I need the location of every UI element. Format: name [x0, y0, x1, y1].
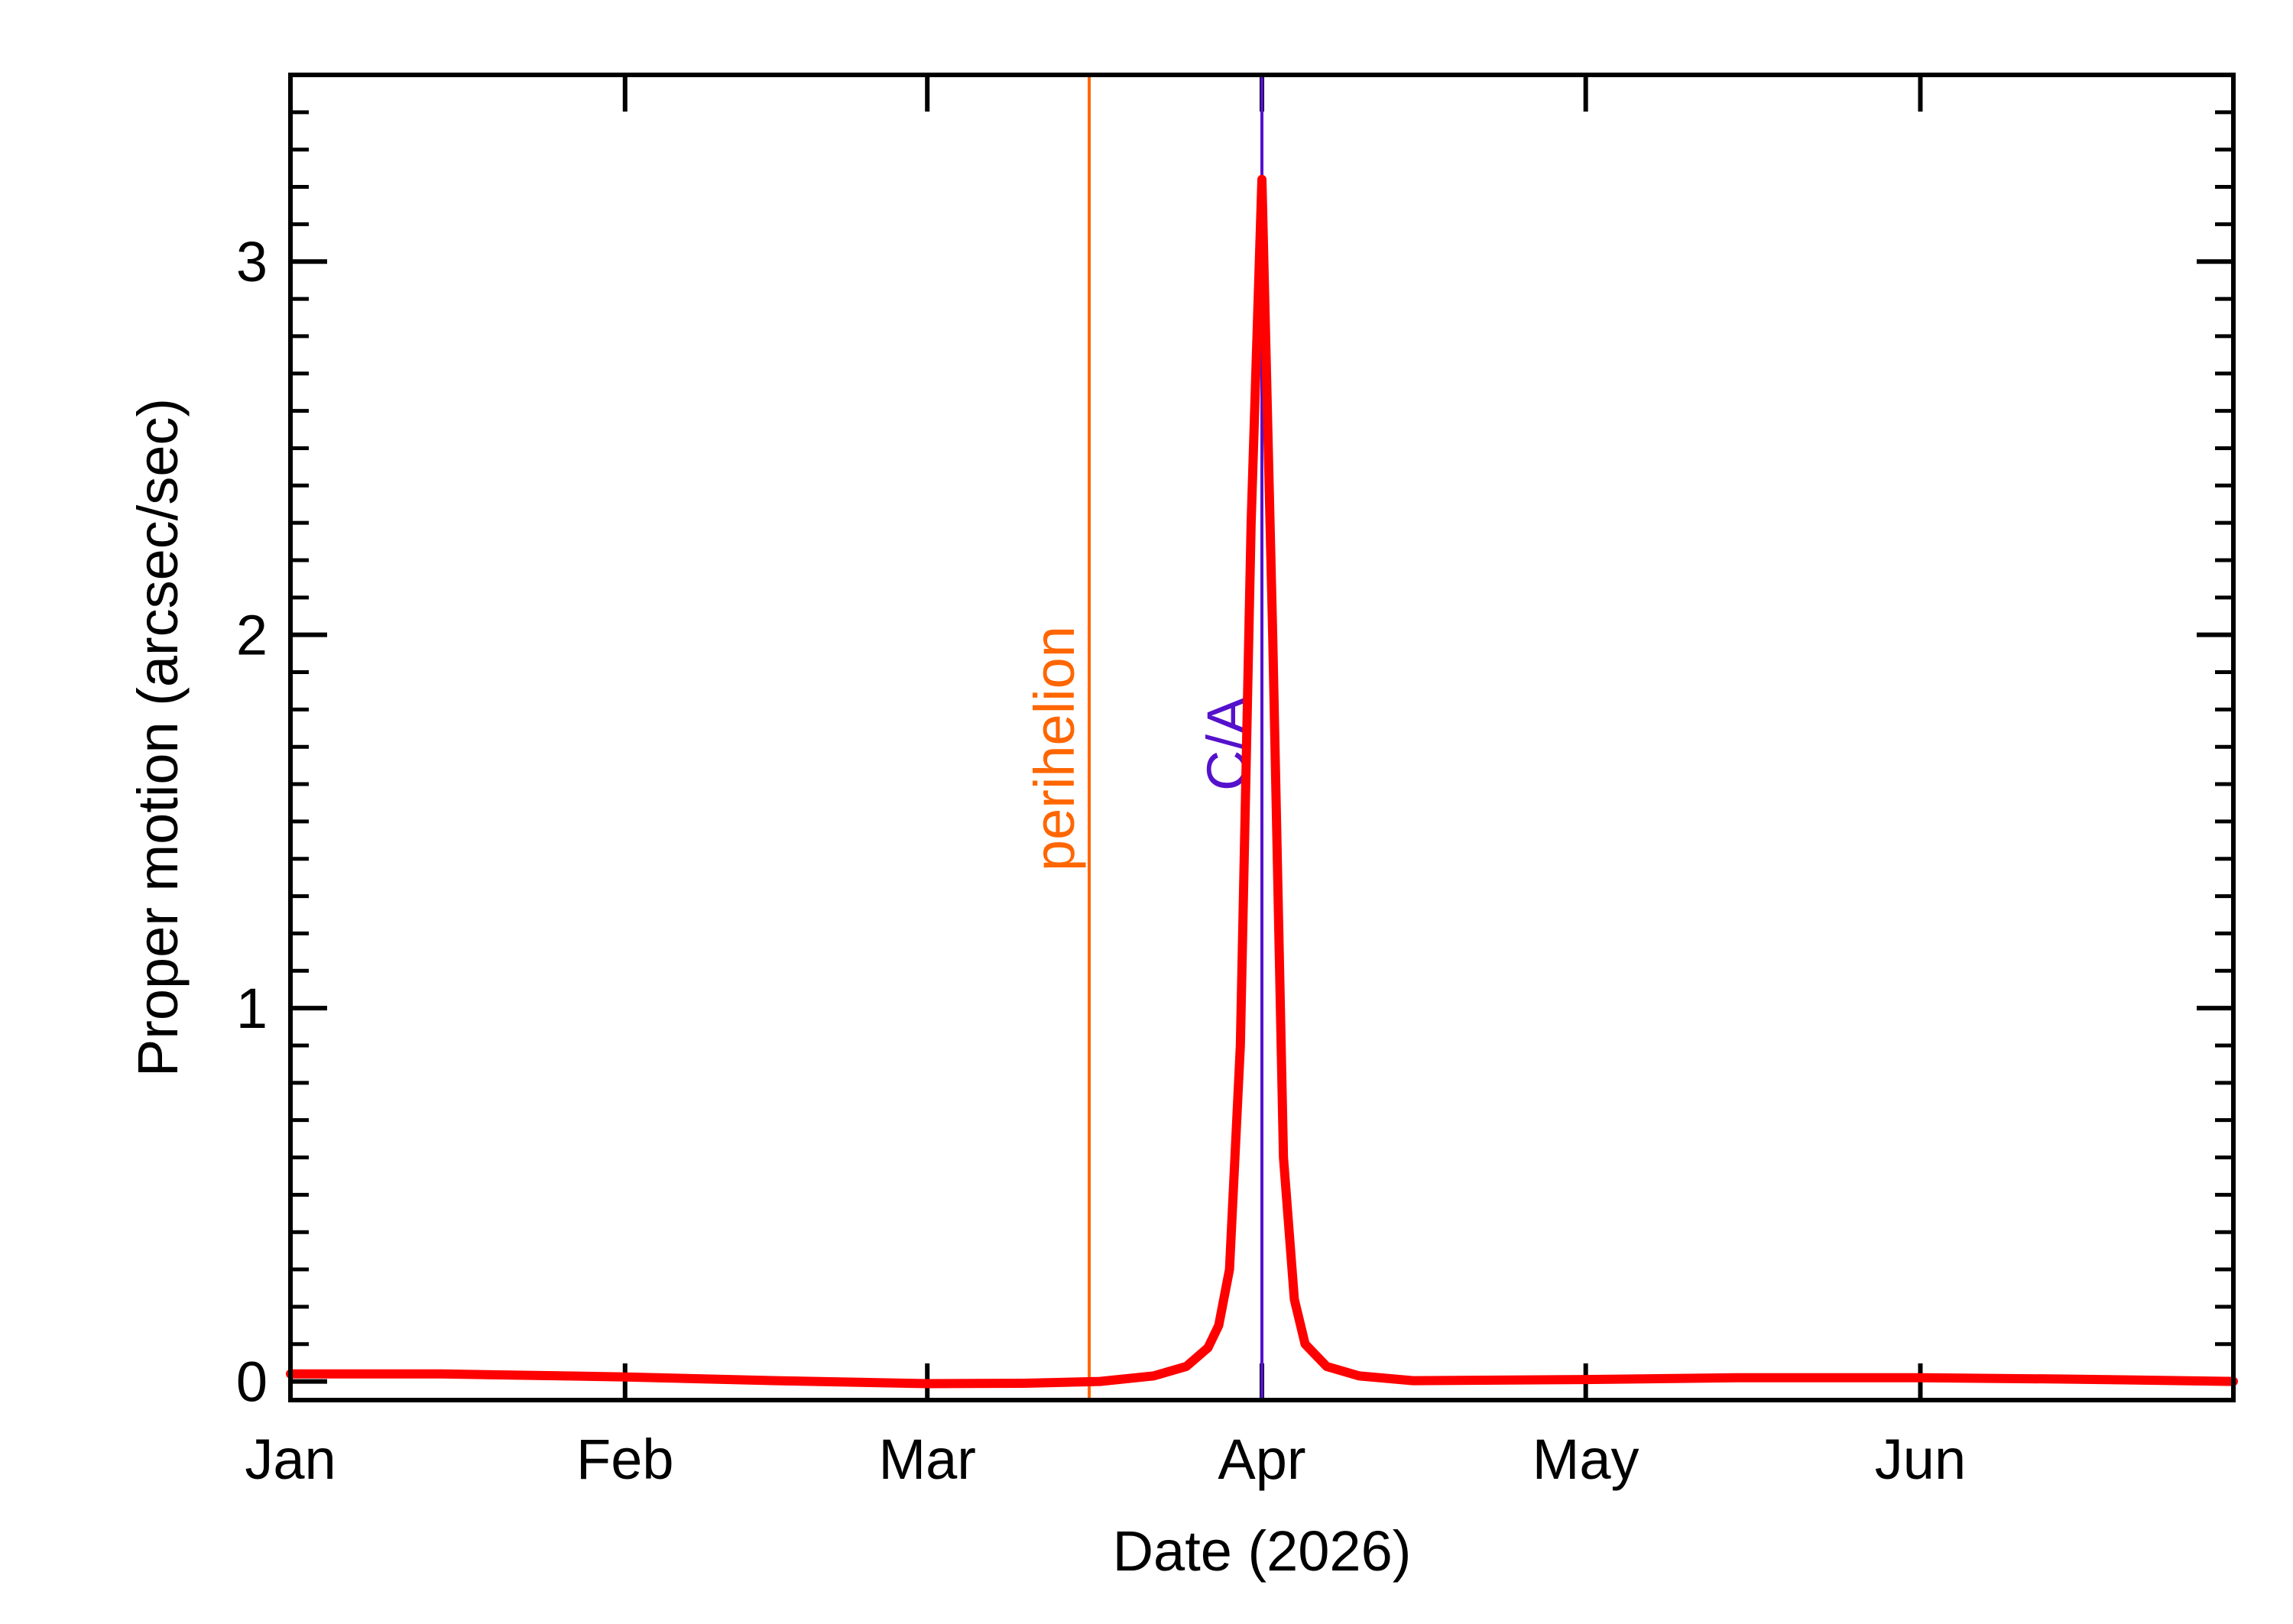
- x-axis-label: Date (2026): [1113, 1519, 1412, 1583]
- y-axis-label: Proper motion (arcsec/sec): [126, 398, 190, 1077]
- y-tick-label: 1: [236, 977, 268, 1040]
- x-tick-label: May: [1532, 1428, 1639, 1491]
- x-tick-label: Mar: [878, 1428, 975, 1491]
- y-tick-label: 2: [236, 604, 268, 667]
- x-tick-label: Apr: [1218, 1428, 1305, 1491]
- x-tick-labels: Jan Feb Mar Apr May Jun: [245, 1428, 1966, 1491]
- marker-label: perihelion: [1023, 626, 1086, 871]
- y-tick-label: 0: [236, 1350, 268, 1414]
- x-tick-label: Jan: [245, 1428, 336, 1491]
- series-layer: [286, 174, 2238, 1389]
- y-tick-labels: 0 1 2 3: [236, 230, 268, 1413]
- x-tick-label: Feb: [576, 1428, 674, 1491]
- event-markers: perihelion C/A: [1023, 75, 1263, 1400]
- x-tick-label: Jun: [1875, 1428, 1966, 1491]
- y-tick-label: 3: [236, 230, 268, 293]
- series-line: [286, 174, 2238, 1389]
- plot-frame: [288, 73, 2236, 1402]
